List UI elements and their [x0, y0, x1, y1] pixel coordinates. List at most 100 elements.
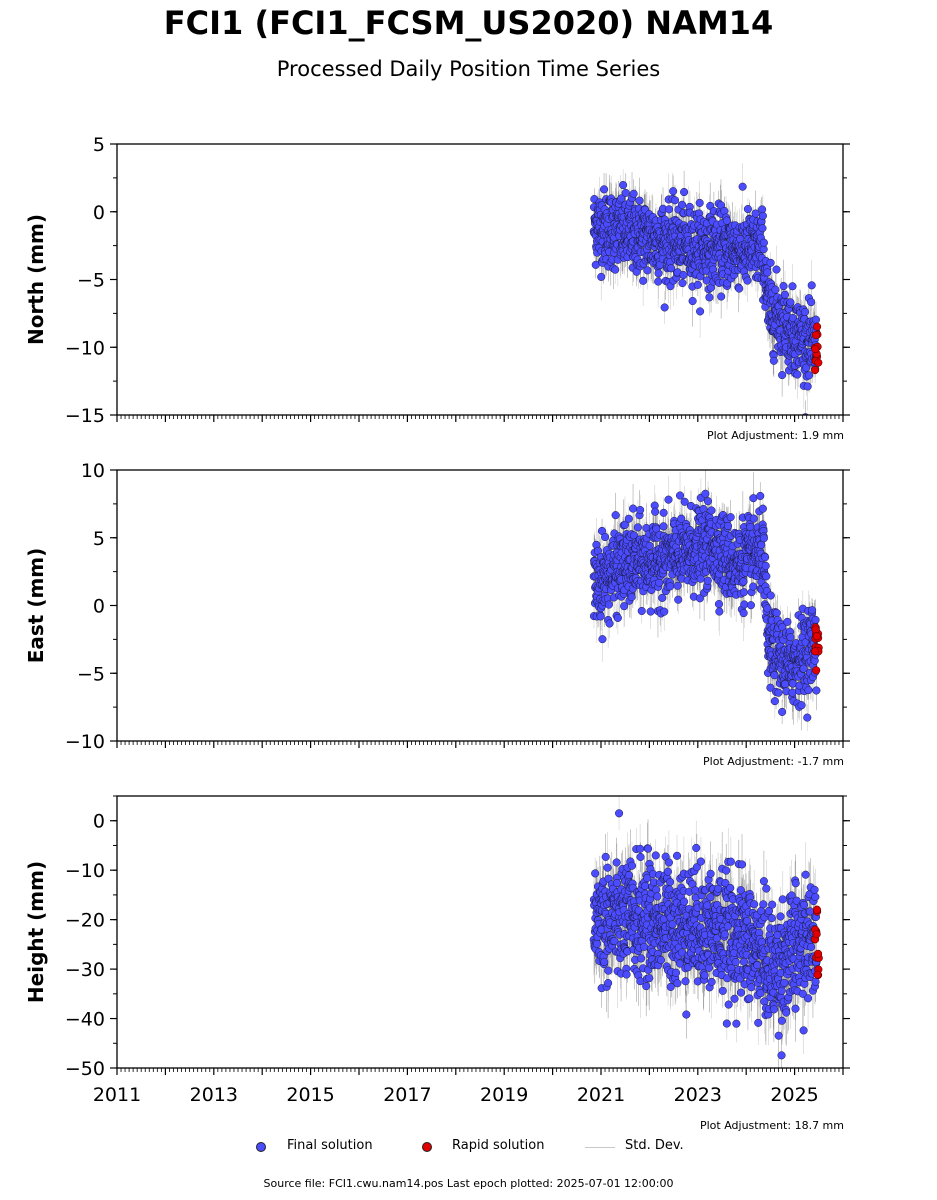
final-solution-point [619, 180, 628, 190]
final-solution-point [803, 713, 812, 722]
rapid-solution-point [811, 345, 820, 354]
final-solution-point [693, 280, 702, 289]
final-solution-point [705, 293, 714, 302]
final-solution-point [759, 238, 768, 247]
final-solution-point [758, 504, 767, 513]
final-solution-point [601, 532, 610, 542]
final-solution-point [800, 307, 810, 316]
east-final-points [589, 489, 821, 722]
y-tick-label: −5 [77, 663, 105, 685]
final-solution-point [812, 686, 821, 695]
final-solution-point [811, 315, 821, 324]
final-solution-point [756, 491, 765, 501]
final-solution-point [666, 582, 675, 591]
final-solution-point [746, 601, 755, 610]
final-solution-point [788, 282, 797, 291]
final-solution-point [726, 513, 735, 522]
final-solution-point [746, 522, 755, 531]
final-solution-point [629, 189, 638, 198]
y-tick-label: −15 [65, 405, 105, 427]
rapid-solution-point [811, 625, 820, 634]
final-solution-point [707, 506, 716, 515]
final-solution-point [680, 497, 689, 506]
final-solution-point [611, 265, 620, 274]
final-solution-point [749, 582, 758, 591]
final-solution-point [749, 514, 758, 523]
final-solution-point [678, 278, 687, 288]
y-tick-label: −5 [77, 270, 105, 292]
final-solution-point [674, 595, 683, 604]
final-solution-point [696, 307, 705, 316]
final-solution-point [786, 633, 795, 642]
final-solution-point [738, 182, 747, 191]
rapid-solution-point [811, 647, 820, 656]
final-solution-point [740, 600, 749, 609]
rapid-solution-point [812, 666, 821, 675]
final-solution-point [600, 185, 609, 194]
y-tick-label: 10 [81, 460, 105, 482]
final-solution-point [645, 541, 654, 550]
rapid-solution-point [814, 358, 823, 367]
final-solution-point [761, 561, 770, 570]
final-solution-point [772, 265, 781, 274]
final-solution-point [774, 688, 783, 697]
final-solution-point [807, 298, 816, 307]
east-rapid-points [811, 623, 823, 675]
final-solution-point [722, 216, 731, 225]
final-solution-point [788, 679, 797, 688]
final-solution-point [617, 194, 626, 203]
final-solution-point [749, 494, 758, 503]
chart-subtitle: Processed Daily Position Time Series [276, 57, 661, 81]
final-solution-point [735, 284, 744, 293]
north-y-axis-label: North (mm) [24, 214, 48, 345]
final-solution-point [679, 270, 688, 280]
east-axes-frame [116, 469, 844, 742]
final-solution-point [639, 276, 648, 285]
final-solution-point [724, 521, 733, 530]
east-panel: 10 5 0 −5 −10 East (mm) [24, 460, 850, 753]
final-solution-point [660, 303, 669, 312]
final-solution-point [758, 224, 767, 233]
final-solution-point [611, 511, 620, 520]
final-solution-point [628, 504, 638, 513]
final-solution-point [658, 593, 667, 602]
final-solution-point [805, 371, 814, 380]
y-tick-label: −10 [65, 337, 105, 359]
final-solution-point [797, 701, 806, 710]
final-solution-point [703, 497, 713, 506]
final-solution-point [635, 196, 644, 205]
final-solution-point [804, 686, 813, 695]
north-panel: 5 0 −5 −10 −15 North (mm) [24, 134, 850, 427]
final-solution-point [651, 507, 660, 516]
final-solution-point [766, 258, 775, 267]
chart-title: FCI1 (FCI1_FCSM_US2020) NAM14 [163, 4, 774, 42]
final-solution-point [677, 514, 686, 523]
y-tick-label: 5 [93, 528, 105, 550]
final-solution-point [762, 572, 771, 581]
final-solution-point [597, 272, 606, 281]
final-solution-point [695, 198, 704, 207]
final-solution-point [793, 370, 802, 379]
final-solution-point [667, 264, 676, 273]
final-solution-point [803, 382, 812, 391]
final-solution-point [758, 211, 767, 220]
final-solution-point [598, 635, 607, 644]
final-solution-point [678, 200, 687, 209]
final-solution-point [799, 664, 808, 673]
final-solution-point [751, 209, 760, 218]
final-solution-point [770, 671, 779, 680]
final-solution-point [654, 277, 663, 286]
y-tick-label: 0 [93, 202, 105, 224]
final-solution-point [772, 608, 781, 617]
final-solution-point [779, 282, 788, 291]
final-solution-point [636, 505, 645, 515]
final-solution-point [654, 269, 663, 278]
final-solution-point [786, 298, 795, 307]
final-solution-point [646, 607, 655, 616]
east-y-axis-label: East (mm) [24, 548, 48, 664]
final-solution-point [643, 266, 652, 275]
final-solution-point [717, 292, 726, 301]
y-tick-label: −10 [65, 731, 105, 753]
final-solution-point [802, 363, 811, 372]
final-solution-point [688, 296, 697, 306]
